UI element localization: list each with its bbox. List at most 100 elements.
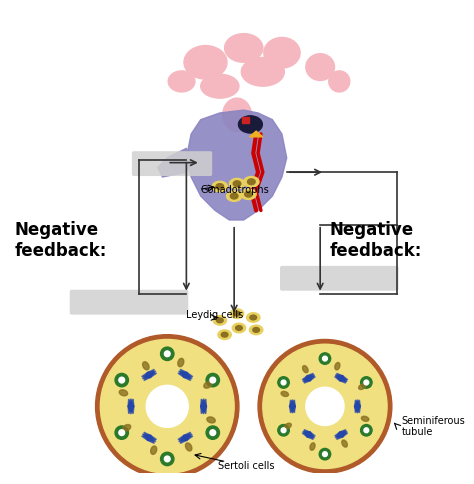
Ellipse shape	[238, 117, 262, 134]
Ellipse shape	[225, 34, 263, 63]
Polygon shape	[290, 400, 295, 413]
Bar	[242, 118, 249, 124]
Polygon shape	[144, 370, 155, 381]
Circle shape	[281, 380, 286, 385]
Polygon shape	[128, 399, 134, 414]
Polygon shape	[290, 400, 295, 413]
Circle shape	[258, 340, 392, 473]
Polygon shape	[302, 432, 315, 437]
Ellipse shape	[236, 326, 242, 331]
Circle shape	[263, 345, 387, 469]
Circle shape	[319, 449, 331, 460]
Circle shape	[364, 428, 369, 433]
Polygon shape	[337, 430, 346, 439]
Polygon shape	[142, 436, 156, 440]
Circle shape	[206, 374, 219, 387]
Ellipse shape	[227, 192, 242, 202]
Circle shape	[361, 377, 372, 388]
Ellipse shape	[335, 363, 340, 370]
Circle shape	[281, 428, 286, 433]
Polygon shape	[143, 371, 156, 379]
Ellipse shape	[241, 59, 284, 87]
Ellipse shape	[246, 313, 260, 323]
Polygon shape	[302, 376, 315, 381]
Polygon shape	[355, 400, 360, 413]
Circle shape	[206, 426, 219, 439]
Polygon shape	[335, 432, 348, 437]
Polygon shape	[178, 373, 193, 378]
Polygon shape	[201, 399, 207, 414]
Polygon shape	[304, 430, 313, 439]
Polygon shape	[180, 370, 191, 381]
Circle shape	[323, 356, 328, 361]
Ellipse shape	[218, 330, 231, 340]
Ellipse shape	[310, 443, 315, 450]
Ellipse shape	[233, 182, 241, 187]
Ellipse shape	[241, 190, 256, 200]
Polygon shape	[201, 399, 207, 414]
Circle shape	[96, 335, 239, 478]
Text: Gonadotrophs: Gonadotrophs	[201, 185, 269, 195]
Text: Sertoli cells: Sertoli cells	[219, 460, 275, 469]
Circle shape	[364, 380, 369, 385]
Polygon shape	[201, 399, 207, 414]
Polygon shape	[303, 375, 314, 382]
Ellipse shape	[306, 55, 335, 81]
Circle shape	[164, 351, 170, 357]
FancyBboxPatch shape	[280, 266, 399, 291]
Ellipse shape	[329, 72, 350, 93]
Polygon shape	[186, 111, 287, 221]
Polygon shape	[335, 376, 348, 381]
Ellipse shape	[245, 192, 252, 197]
Ellipse shape	[281, 392, 289, 397]
Circle shape	[210, 378, 216, 383]
Ellipse shape	[143, 362, 149, 370]
Polygon shape	[128, 399, 134, 414]
Circle shape	[161, 348, 174, 361]
Ellipse shape	[230, 194, 238, 199]
Polygon shape	[303, 431, 314, 438]
Circle shape	[146, 386, 188, 427]
Ellipse shape	[250, 316, 256, 320]
Ellipse shape	[232, 323, 246, 333]
Ellipse shape	[264, 38, 300, 69]
Ellipse shape	[221, 333, 228, 337]
Ellipse shape	[361, 416, 369, 422]
Polygon shape	[143, 434, 156, 442]
Ellipse shape	[216, 184, 224, 190]
Ellipse shape	[359, 384, 366, 390]
Ellipse shape	[234, 312, 240, 317]
Circle shape	[100, 340, 234, 473]
Polygon shape	[128, 399, 134, 414]
FancyBboxPatch shape	[70, 290, 188, 315]
Circle shape	[323, 452, 328, 456]
Ellipse shape	[213, 316, 227, 325]
Ellipse shape	[207, 417, 215, 423]
Polygon shape	[355, 400, 360, 413]
Ellipse shape	[178, 359, 184, 367]
Polygon shape	[178, 436, 193, 440]
Polygon shape	[144, 432, 155, 443]
Circle shape	[119, 430, 125, 436]
Text: Negative
feedback:: Negative feedback:	[14, 221, 107, 259]
Ellipse shape	[151, 446, 157, 454]
Ellipse shape	[302, 366, 308, 373]
Ellipse shape	[123, 424, 131, 431]
Ellipse shape	[184, 46, 227, 80]
Polygon shape	[180, 432, 191, 443]
Polygon shape	[179, 434, 192, 442]
Ellipse shape	[247, 180, 255, 185]
Polygon shape	[179, 371, 192, 379]
Polygon shape	[336, 431, 347, 438]
Circle shape	[210, 430, 216, 436]
Circle shape	[164, 456, 170, 462]
Polygon shape	[336, 375, 347, 382]
Ellipse shape	[212, 182, 228, 193]
Circle shape	[115, 426, 128, 439]
Circle shape	[115, 374, 128, 387]
Ellipse shape	[230, 309, 244, 319]
Polygon shape	[304, 374, 313, 383]
Ellipse shape	[185, 443, 192, 451]
Polygon shape	[142, 373, 156, 378]
Polygon shape	[249, 132, 263, 137]
